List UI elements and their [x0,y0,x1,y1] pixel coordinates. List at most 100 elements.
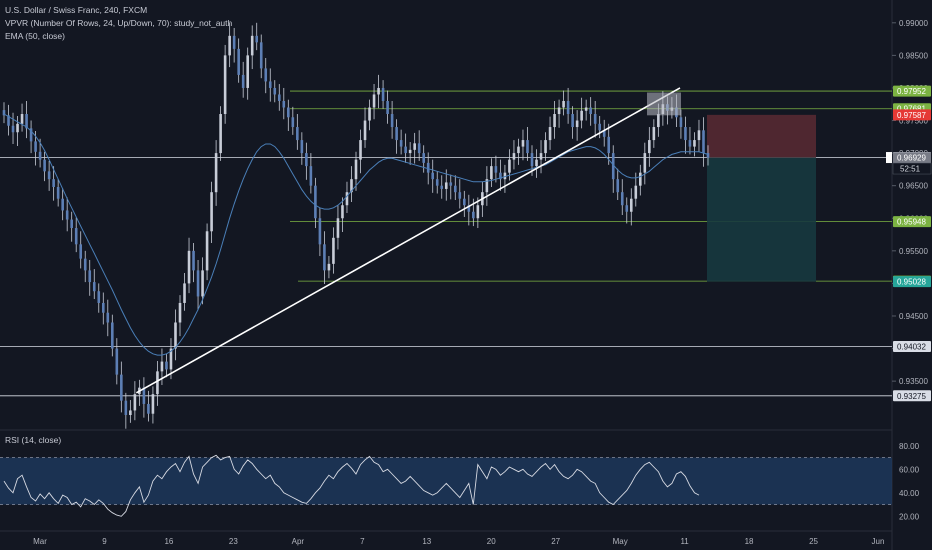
candle-body [449,182,453,186]
candle-body [219,114,222,154]
price-axis[interactable]: 0.990000.985000.980000.975000.970000.965… [886,19,932,521]
candle-body [232,35,236,49]
time-tick-label: 25 [809,537,818,546]
candle-body [332,237,335,264]
candle-body [634,185,638,199]
candle-body [43,159,46,172]
candle-body [417,143,421,154]
ema-legend[interactable]: EMA (50, close) [5,31,65,41]
candle-body [625,205,629,212]
price-label-box [893,109,931,121]
candle-body [11,125,15,133]
candle-body [512,153,516,160]
candle-body [657,114,660,128]
price-label: 0.97587 [897,111,926,120]
candle-body [368,107,371,121]
candle-body [183,283,186,303]
time-tick-label: 16 [164,537,173,546]
candle-body [61,198,64,211]
candle-body [472,211,475,219]
candle-body [287,107,290,118]
candle-body [314,185,317,219]
price-tick-label: 0.98500 [899,51,928,60]
candle-body [246,55,249,88]
candle-body [92,282,96,292]
candle-body [318,218,322,245]
candle-body [156,371,159,395]
candle-body [264,68,268,82]
price-label-box [893,340,931,352]
stop-loss-zone [707,114,816,158]
candle-body [593,114,597,124]
candle-body [147,403,150,414]
time-tick-label: May [613,537,628,546]
countdown-label: 52:51 [900,165,921,174]
candle-body [444,182,448,189]
candle-body [553,114,556,128]
price-label: 0.96929 [897,154,926,163]
candle-body [273,87,277,95]
rsi-legend[interactable]: RSI (14, close) [5,435,62,445]
candle-body [620,192,624,206]
symbol-title[interactable]: U.S. Dollar / Swiss Franc, 240, FXCM [5,5,148,15]
candle-body [282,100,286,108]
candle-body [688,140,692,147]
candle-body [309,166,313,186]
candle-body [589,107,592,115]
candle-body [503,172,507,180]
candle-body [350,179,353,193]
candle-body [74,228,78,245]
price-label: 0.95028 [897,278,926,287]
candle-body [408,149,412,154]
candle-body [133,394,137,411]
candle-body [395,127,398,141]
candle-body [210,192,213,232]
candle-body [463,198,466,206]
candle-body [440,185,444,189]
rsi-tick-label: 40.00 [899,489,920,498]
candle-body [467,205,471,212]
candle-body [548,127,552,141]
candle-body [83,258,87,271]
time-tick-label: 27 [551,537,560,546]
price-label: 0.97681 [897,105,926,114]
time-axis[interactable]: Mar 9 16 23 Apr 7 13 20 27 May 11 18 25 Jun [33,537,884,546]
price-label-box [893,276,931,288]
candle-body [684,127,687,141]
candle-body [300,140,304,154]
candle-body [345,192,349,206]
candle-body [241,74,245,88]
candle-body [616,179,620,193]
time-tick-label: Mar [33,537,47,546]
price-tick-label: 0.99000 [899,19,928,28]
candle-body [25,114,28,129]
time-tick-label: 20 [487,537,496,546]
vpvr-legend[interactable]: VPVR (Number Of Rows, 24, Up/Down, 70): … [5,18,233,28]
candle-body [20,114,24,124]
candle-body [223,55,227,115]
ema-line [3,113,709,356]
candle-body [47,171,51,180]
candle-body [228,35,231,56]
candle-body [544,140,547,154]
candle-body [377,87,380,95]
candle-body [562,100,565,108]
price-label-box [893,85,931,97]
candle-body [431,172,435,180]
candle-body [169,348,173,370]
candle-body [142,387,146,404]
candle-body [70,219,73,229]
candle-body [643,153,647,173]
candle-body [575,120,579,128]
candles [2,22,710,429]
candle-body [7,115,10,126]
candle-body [277,94,281,101]
candle-body [580,110,583,121]
time-tick-label: 18 [745,537,754,546]
candle-body [458,192,462,199]
candle-body [106,312,110,323]
trendline [135,87,681,394]
candle-body [490,166,493,180]
candle-body [341,205,344,219]
